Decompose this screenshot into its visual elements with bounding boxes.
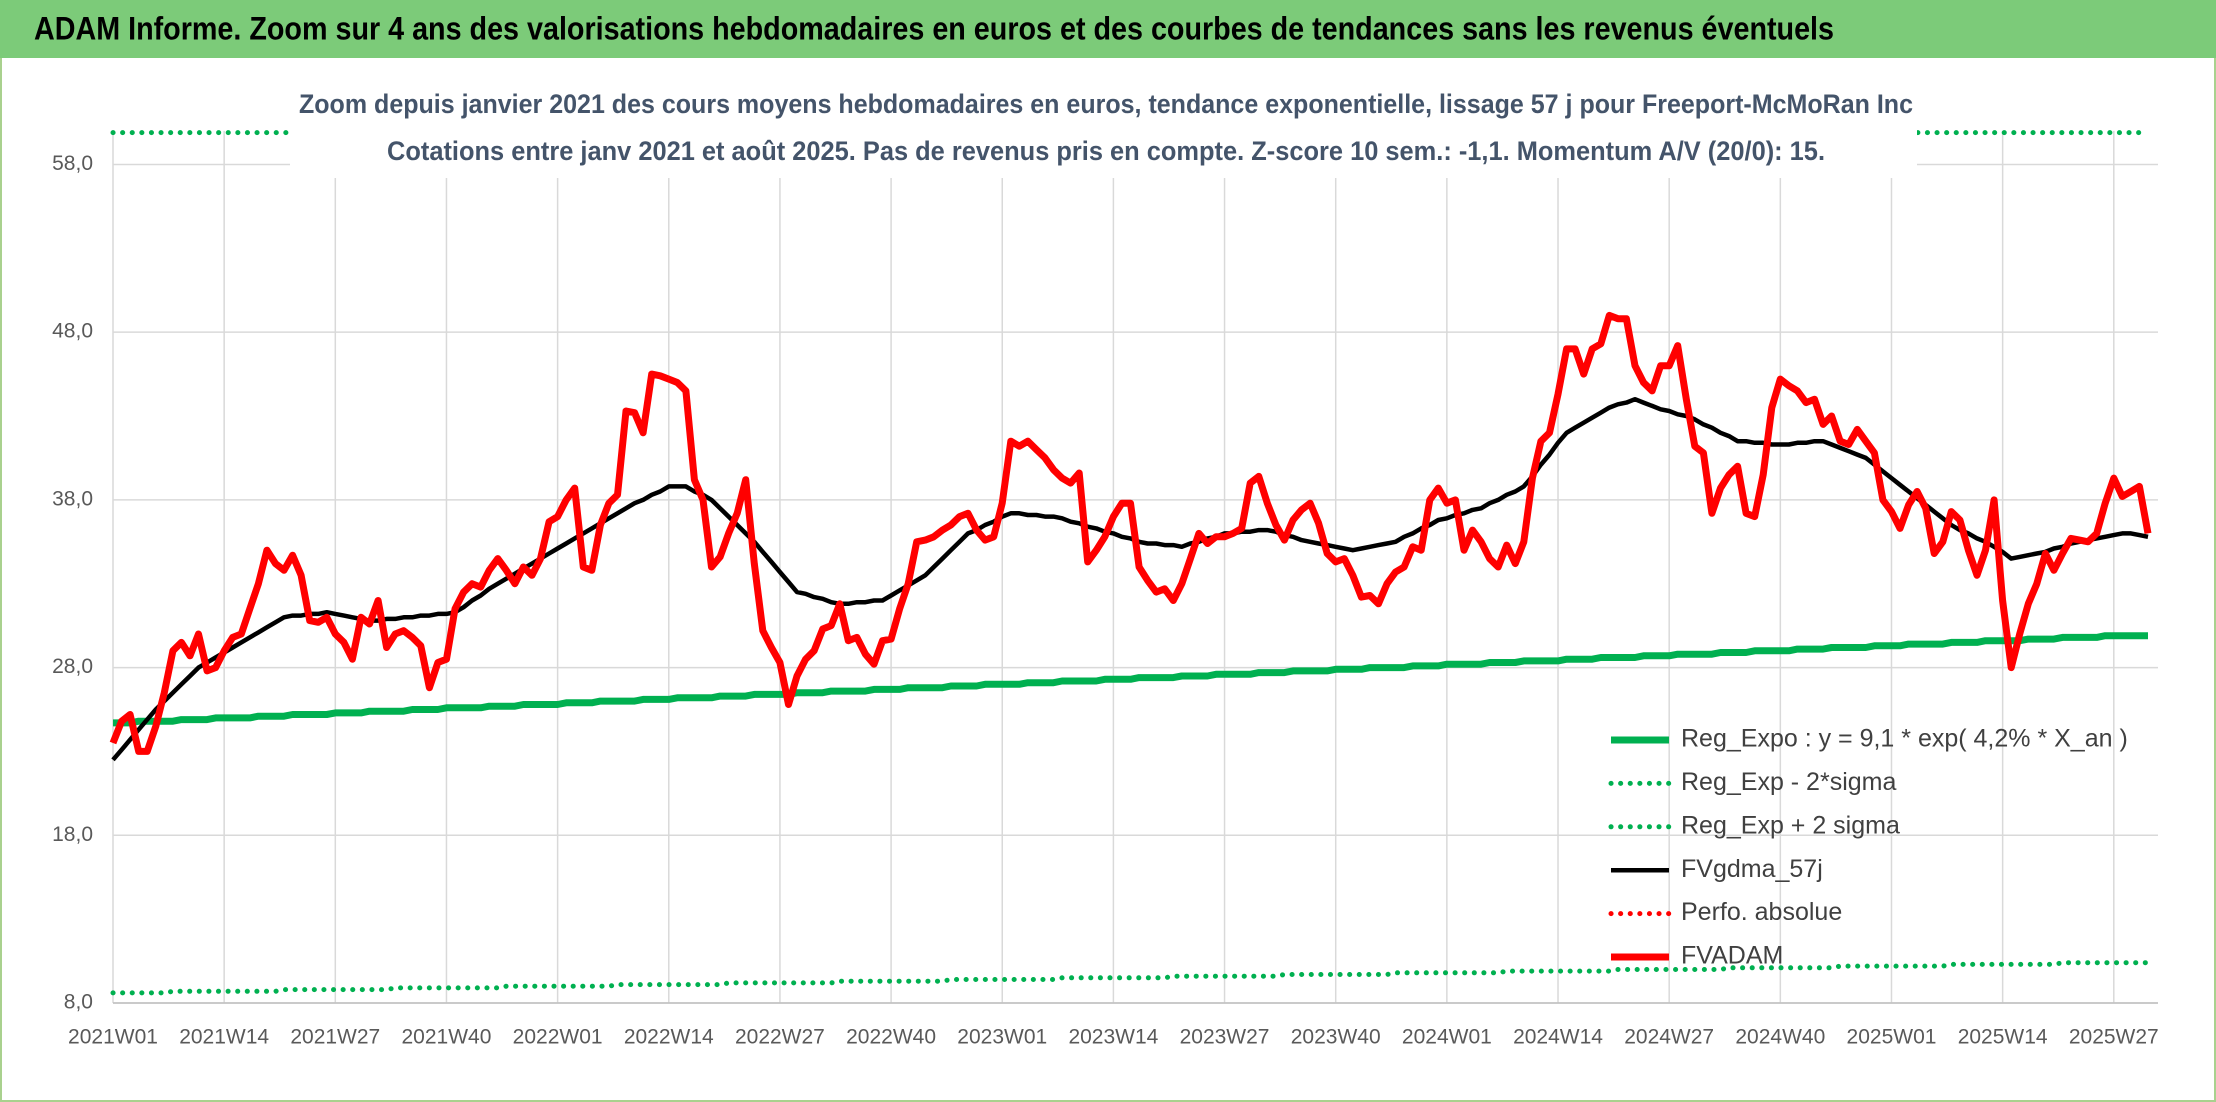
x-tick-label: 2022W27 [735, 1026, 825, 1049]
x-tick-label: 2024W14 [1513, 1026, 1603, 1049]
y-tick-label: 58,0 [52, 152, 93, 175]
y-tick-label: 8,0 [64, 991, 93, 1014]
legend-label: Reg_Exp + 2 sigma [1681, 811, 1900, 839]
x-tick-label: 2022W01 [513, 1026, 603, 1049]
x-tick-label: 2024W01 [1402, 1026, 1492, 1049]
legend-label: FVgdma_57j [1681, 855, 1823, 883]
legend-label: Reg_Exp - 2*sigma [1681, 768, 1896, 796]
subtitle-box: Zoom depuis janvier 2021 des cours moyen… [290, 82, 1917, 178]
subtitle-background [290, 82, 1917, 178]
y-tick-label: 28,0 [52, 655, 93, 678]
x-tick-label: 2022W40 [846, 1026, 936, 1049]
legend-label: Perfo. absolue [1681, 898, 1842, 926]
x-tick-label: 2025W01 [1847, 1026, 1937, 1049]
x-tick-label: 2021W14 [179, 1026, 269, 1049]
y-tick-label: 48,0 [52, 320, 93, 343]
x-tick-label: 2021W01 [68, 1026, 158, 1049]
grid: 8,0 18,0 28,0 38,0 48,0 58,0 2021W01 2021W14 202… [52, 130, 2159, 1049]
series-line [109, 311, 2152, 755]
x-tick-label: 2022W14 [624, 1026, 714, 1049]
x-tick-label: 2021W27 [290, 1026, 380, 1049]
header-bar [0, 0, 2216, 58]
x-tick-label: 2025W27 [2069, 1026, 2159, 1049]
legend: Reg_Expo : y = 9,1 * exp( 4,2% * X_an ) R… [1608, 725, 2128, 970]
x-tick-label: 2023W40 [1291, 1026, 1381, 1049]
subtitle-line: Zoom depuis janvier 2021 des cours moyen… [299, 89, 1913, 119]
x-tick-label: 2024W40 [1735, 1026, 1825, 1049]
x-tick-label: 2025W14 [1958, 1026, 2048, 1049]
x-tick-label: 2023W01 [957, 1026, 1047, 1049]
legend-label: FVADAM [1681, 942, 1783, 970]
y-tick-label: 18,0 [52, 823, 93, 846]
x-tick-label: 2023W14 [1068, 1026, 1158, 1049]
x-tick-label: 2024W27 [1624, 1026, 1714, 1049]
x-tick-label: 2021W40 [402, 1026, 492, 1049]
x-tick-label: 2023W27 [1180, 1026, 1270, 1049]
subtitle-line: Cotations entre janv 2021 et août 2025. … [387, 136, 1825, 166]
series-line [110, 960, 2151, 996]
series-line [113, 632, 2148, 727]
legend-label: Reg_Expo : y = 9,1 * exp( 4,2% * X_an ) [1681, 725, 2128, 753]
header-title: ADAM Informe. Zoom sur 4 ans des valoris… [34, 10, 1834, 46]
y-tick-label: 38,0 [52, 487, 93, 510]
